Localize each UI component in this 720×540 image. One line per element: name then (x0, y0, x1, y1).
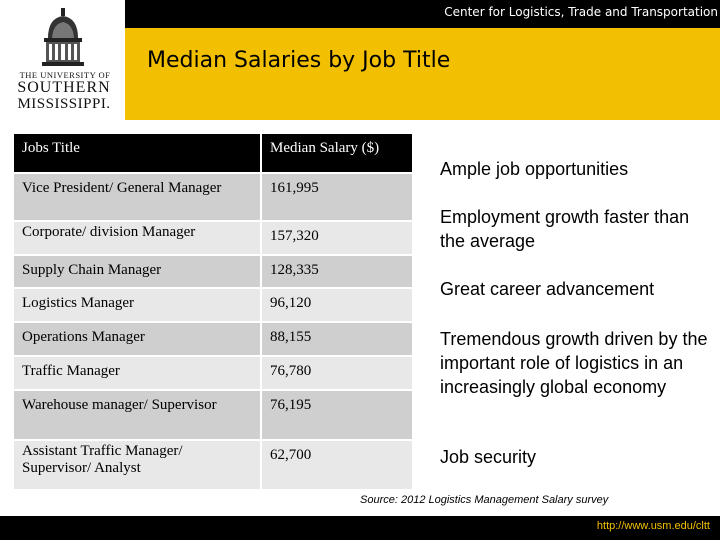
table-row: Traffic Manager 76,780 (14, 356, 412, 391)
org-name: Center for Logistics, Trade and Transpor… (125, 0, 720, 28)
cell-title: Logistics Manager (14, 288, 261, 323)
cell-title: Corporate/ division Manager (14, 221, 261, 256)
logo-line-3: MISSISSIPPI. (17, 96, 111, 112)
table-row: Assistant Traffic Manager/ Supervisor/ A… (14, 440, 412, 491)
bullet-item: Tremendous growth driven by the importan… (440, 329, 708, 397)
cell-title: Operations Manager (14, 322, 261, 357)
header-cell-title: Jobs Title (14, 134, 261, 174)
bullet-item: Ample job opportunities (440, 159, 629, 179)
table-row: Logistics Manager 96,120 (14, 288, 412, 323)
table-header-row: Jobs Title Median Salary ($) (14, 134, 412, 174)
university-logo: THE UNIVERSITY OF SOUTHERN MISSISSIPPI. (0, 0, 125, 120)
table-row: Vice President/ General Manager 161,995 (14, 173, 412, 222)
footer-bar (0, 516, 720, 540)
cell-salary: 76,780 (260, 356, 412, 391)
header-cell-salary: Median Salary ($) (260, 134, 412, 174)
cell-title: Vice President/ General Manager (14, 173, 261, 222)
title-band: Median Salaries by Job Title (125, 28, 720, 120)
cell-salary: 96,120 (260, 288, 412, 323)
cell-salary: 157,320 (260, 221, 412, 256)
table-row: Warehouse manager/ Supervisor 76,195 (14, 390, 412, 441)
cell-salary: 88,155 (260, 322, 412, 357)
bullet-item: Employment growth faster than the averag… (440, 207, 690, 251)
cell-title: Assistant Traffic Manager/ Supervisor/ A… (14, 440, 261, 491)
cell-title: Warehouse manager/ Supervisor (14, 390, 261, 441)
salary-table: Jobs Title Median Salary ($) Vice Presid… (14, 134, 412, 491)
cell-salary: 128,335 (260, 255, 412, 289)
cell-title: Traffic Manager (14, 356, 261, 391)
logo-line-2: SOUTHERN (17, 79, 111, 96)
page-title: Median Salaries by Job Title (147, 48, 451, 73)
cell-salary: 161,995 (260, 173, 412, 222)
cell-salary: 62,700 (260, 440, 412, 491)
cell-salary: 76,195 (260, 390, 412, 441)
table-row: Operations Manager 88,155 (14, 322, 412, 357)
footer-url-link[interactable]: http://www.usm.edu/cltt (596, 520, 710, 532)
source-note: Source: 2012 Logistics Management Salary… (360, 494, 609, 506)
logo-line-1: THE UNIVERSITY OF (19, 70, 111, 80)
bullet-item: Job security (440, 447, 537, 467)
table-row: Corporate/ division Manager 157,320 (14, 221, 412, 256)
table-row: Supply Chain Manager 128,335 (14, 255, 412, 289)
bullet-item: Great career advancement (440, 279, 655, 299)
dome-building-icon (42, 8, 84, 66)
cell-title: Supply Chain Manager (14, 255, 261, 289)
